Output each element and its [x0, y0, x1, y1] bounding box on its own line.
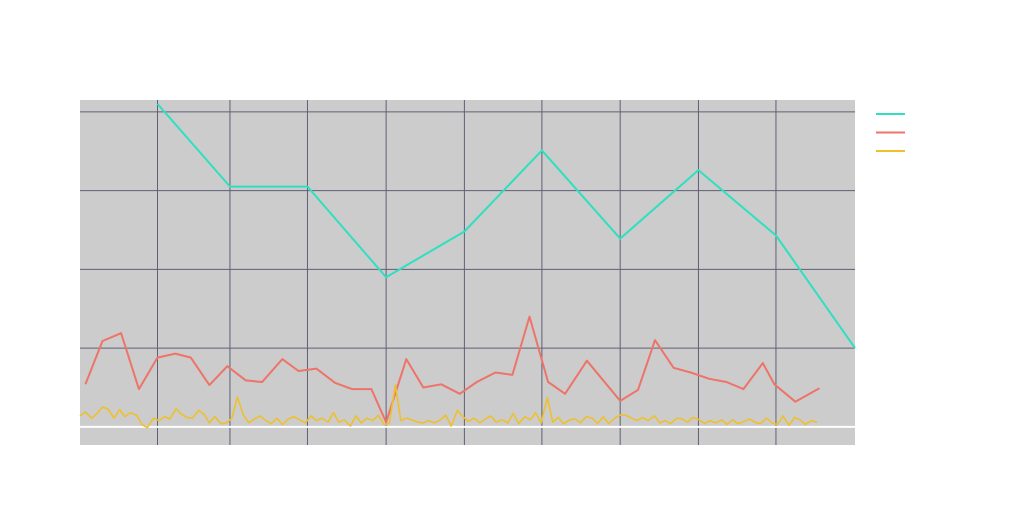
plot-background [80, 100, 855, 445]
grid [80, 100, 855, 445]
series-line-1 [84, 315, 820, 424]
series-line-2 [79, 384, 818, 429]
legend [876, 113, 905, 152]
series-lines [79, 103, 856, 429]
series-line-0 [156, 103, 856, 349]
